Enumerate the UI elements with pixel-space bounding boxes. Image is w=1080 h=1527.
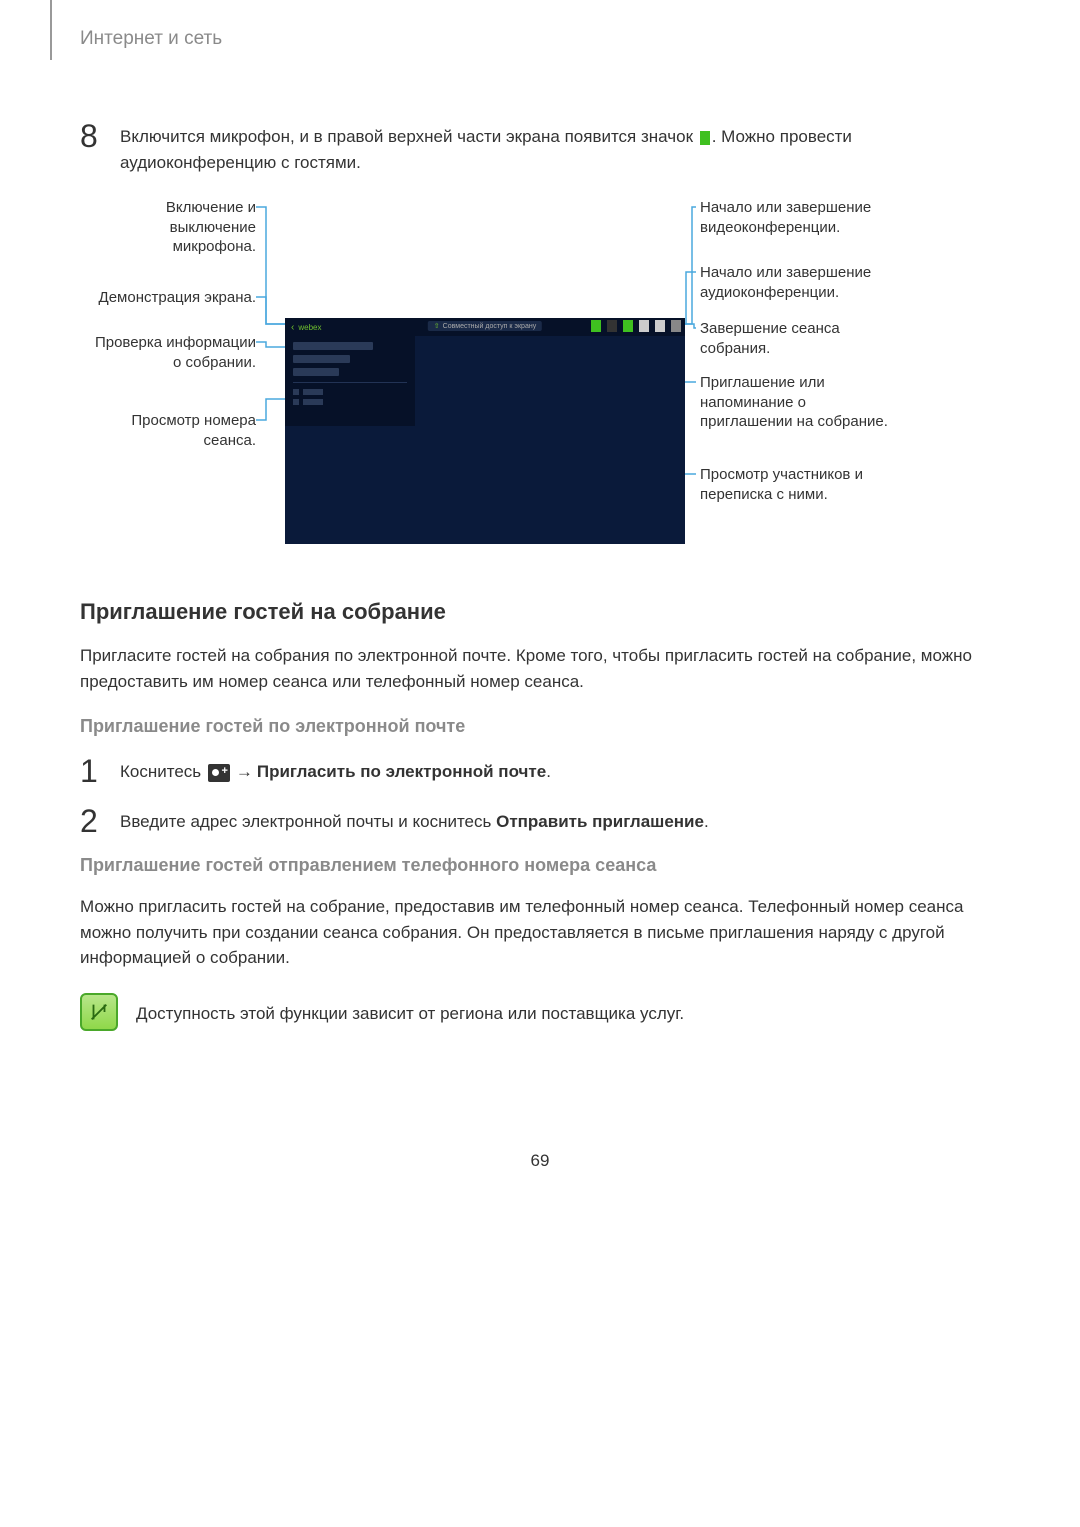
webex-logo: webex (298, 323, 321, 332)
video-icon (607, 320, 617, 332)
page-number: 69 (80, 1151, 1000, 1171)
callout-right: Просмотр участников и переписка с ними. (700, 465, 900, 504)
callout-left: Просмотр номера сеанса. (86, 411, 256, 450)
note-row: Доступность этой функции зависит от реги… (80, 993, 1000, 1031)
callout-right: Начало или завершение аудиоконференции. (700, 263, 900, 302)
invite-icon (639, 320, 649, 332)
step2-before: Введите адрес электронной почты и коснит… (120, 812, 496, 831)
step-number: 2 (80, 805, 104, 837)
intro-paragraph: Пригласите гостей на собрания по электро… (80, 643, 1000, 694)
side-line (293, 355, 350, 363)
sub-heading-phone: Приглашение гостей отправлением телефонн… (80, 855, 1000, 876)
sub-heading-email: Приглашение гостей по электронной почте (80, 716, 1000, 737)
step-text: Введите адрес электронной почты и коснит… (120, 805, 709, 835)
step8-before: Включится микрофон, и в правой верхней ч… (120, 127, 698, 146)
step-1: 1 Коснитесь →Пригласить по электронной п… (80, 755, 1000, 787)
exit-icon (671, 320, 681, 332)
side-row (293, 399, 407, 405)
callout-right: Начало или завершение видеоконференции. (700, 198, 900, 237)
phone-paragraph: Можно пригласить гостей на собрание, пре… (80, 894, 1000, 971)
margin-line (50, 0, 52, 60)
callout-right: Завершение сеанса собрания. (700, 319, 900, 358)
participants-icon (655, 320, 665, 332)
step2-bold: Отправить приглашение (496, 812, 704, 831)
side-line (293, 342, 373, 350)
callout-right: Приглашение или напоминание о приглашени… (700, 373, 900, 432)
note-icon (80, 993, 118, 1031)
step1-after: . (546, 762, 551, 781)
share-title-text: Совместный доступ к экрану (443, 323, 537, 330)
page-header: Интернет и сеть (80, 28, 1000, 50)
shot-topbar: ‹ webex ⇧Совместный доступ к экрану (285, 318, 685, 336)
section-heading-invite: Приглашение гостей на собрание (80, 599, 1000, 625)
step-number: 1 (80, 755, 104, 787)
topbar-icons (591, 320, 681, 332)
mic-indicator-icon (700, 131, 710, 145)
note-text: Доступность этой функции зависит от реги… (136, 993, 684, 1027)
callout-left: Включение и выключение микрофона. (86, 198, 256, 257)
shot-sidebar (285, 336, 415, 426)
phone-icon (623, 320, 633, 332)
share-screen-label: ⇧Совместный доступ к экрану (428, 321, 542, 331)
invite-person-icon (208, 764, 230, 782)
step1-before: Коснитесь (120, 762, 206, 781)
callout-left: Демонстрация экрана. (86, 288, 256, 308)
step-text: Коснитесь →Пригласить по электронной поч… (120, 755, 551, 785)
arrow-icon: → (236, 762, 253, 781)
app-screenshot: ‹ webex ⇧Совместный доступ к экрану (285, 318, 685, 544)
callout-left: Проверка информации о собрании. (86, 333, 256, 372)
side-row (293, 389, 407, 395)
annotated-screenshot-diagram: ‹ webex ⇧Совместный доступ к экрану (80, 193, 940, 563)
back-chevron-icon: ‹ (291, 322, 294, 333)
step1-bold: Пригласить по электронной почте (257, 762, 546, 781)
mic-icon (591, 320, 601, 332)
side-line (293, 368, 339, 376)
side-divider (293, 382, 407, 383)
step-text: Включится микрофон, и в правой верхней ч… (120, 120, 1000, 175)
step-number: 8 (80, 120, 104, 152)
step-8: 8 Включится микрофон, и в правой верхней… (80, 120, 1000, 175)
step-2: 2 Введите адрес электронной почты и косн… (80, 805, 1000, 837)
step2-after: . (704, 812, 709, 831)
